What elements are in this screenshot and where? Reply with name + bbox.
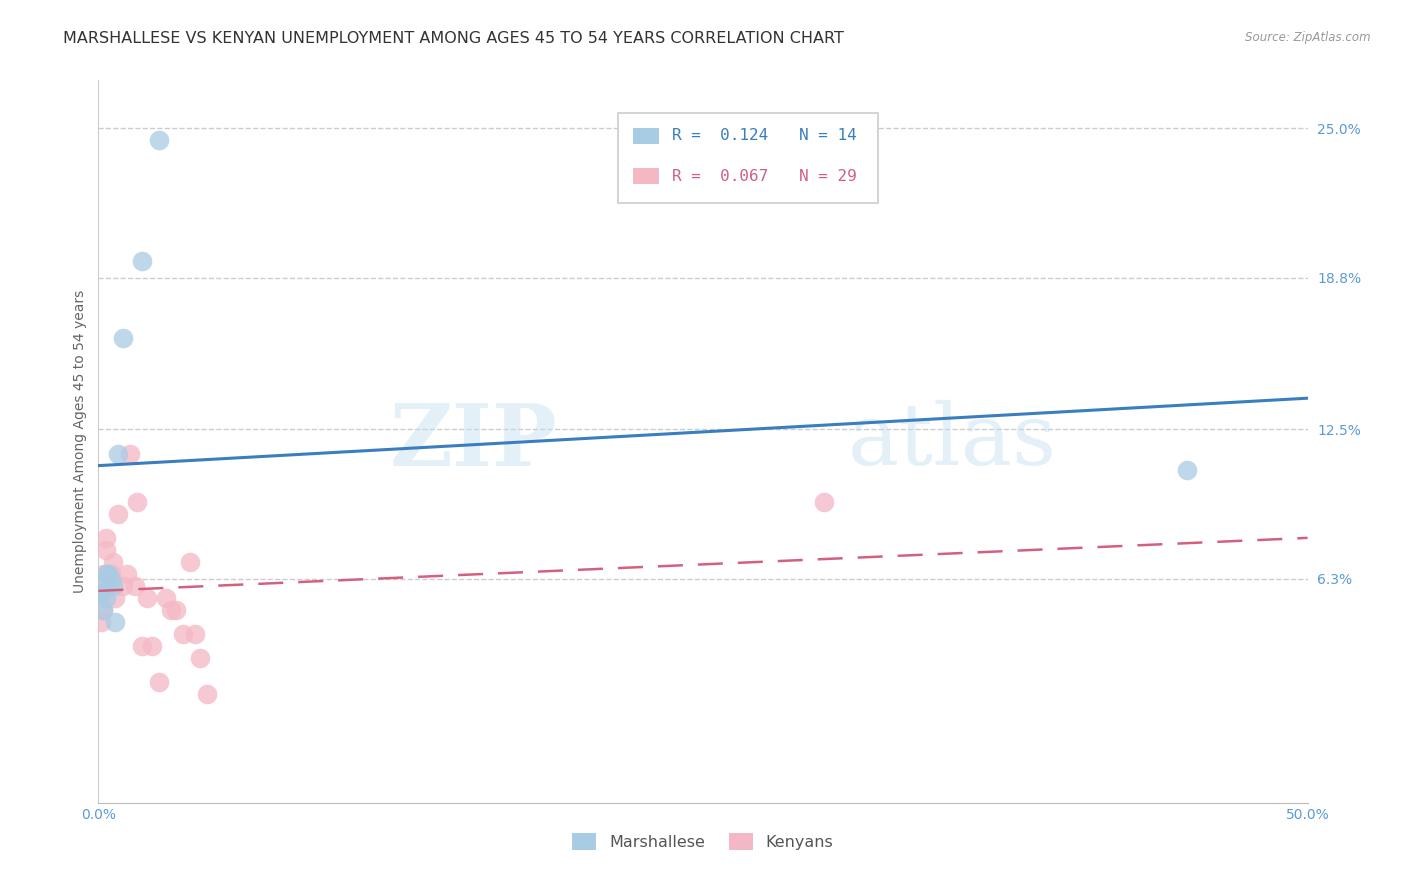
Legend: Marshallese, Kenyans: Marshallese, Kenyans <box>567 827 839 856</box>
Point <box>90 586 112 600</box>
Point <box>91 579 114 593</box>
Point <box>100 572 122 586</box>
Point <box>107 507 129 521</box>
Point <box>155 591 177 606</box>
Text: R =  0.067: R = 0.067 <box>672 169 768 184</box>
Text: N = 29: N = 29 <box>799 169 856 184</box>
Point <box>165 603 187 617</box>
FancyBboxPatch shape <box>633 169 659 185</box>
Point <box>172 627 194 641</box>
Point <box>104 591 127 606</box>
Point <box>118 446 141 460</box>
FancyBboxPatch shape <box>633 128 659 144</box>
Text: N = 14: N = 14 <box>799 128 856 144</box>
Point <box>91 567 114 582</box>
FancyBboxPatch shape <box>619 112 879 203</box>
Point <box>135 591 157 606</box>
Point <box>91 603 114 617</box>
Point <box>117 567 139 582</box>
Point <box>101 555 124 569</box>
Point <box>148 133 170 147</box>
Point <box>195 687 218 701</box>
Point <box>127 494 149 508</box>
Point <box>90 586 112 600</box>
Point <box>148 675 170 690</box>
Point <box>94 591 117 606</box>
Point <box>101 579 124 593</box>
Point <box>97 567 120 582</box>
Point <box>188 651 211 665</box>
Text: R =  0.124: R = 0.124 <box>672 128 768 144</box>
Text: MARSHALLESE VS KENYAN UNEMPLOYMENT AMONG AGES 45 TO 54 YEARS CORRELATION CHART: MARSHALLESE VS KENYAN UNEMPLOYMENT AMONG… <box>63 31 844 46</box>
Point <box>91 603 114 617</box>
Point <box>179 555 201 569</box>
Point <box>94 542 117 557</box>
Point <box>141 639 163 653</box>
Point <box>97 567 120 582</box>
Point <box>111 579 134 593</box>
Text: Source: ZipAtlas.com: Source: ZipAtlas.com <box>1246 31 1371 45</box>
Y-axis label: Unemployment Among Ages 45 to 54 years: Unemployment Among Ages 45 to 54 years <box>73 290 87 593</box>
Point <box>1175 463 1198 477</box>
Text: atlas: atlas <box>848 400 1057 483</box>
Point <box>104 615 127 630</box>
Point <box>100 567 122 582</box>
Point <box>124 579 146 593</box>
Point <box>94 531 117 545</box>
Point <box>94 567 117 582</box>
Point <box>184 627 207 641</box>
Point <box>107 446 129 460</box>
Point <box>813 494 835 508</box>
Point <box>160 603 183 617</box>
Point <box>131 639 153 653</box>
Text: ZIP: ZIP <box>389 400 558 483</box>
Point <box>111 331 134 345</box>
Point <box>131 253 153 268</box>
Point <box>90 615 112 630</box>
